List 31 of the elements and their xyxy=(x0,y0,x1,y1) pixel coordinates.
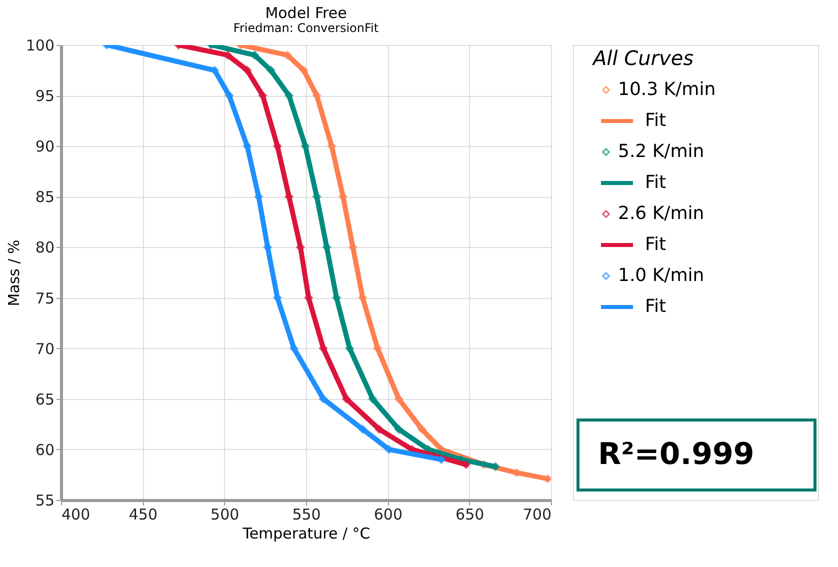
y-tick-label: 80 xyxy=(35,238,54,257)
legend-label: Fit xyxy=(645,234,666,255)
x-tick-label: 400 xyxy=(62,506,90,524)
y-tick-label: 85 xyxy=(35,188,54,206)
y-tick-label: 95 xyxy=(35,87,54,106)
y-axis-title: Mass / % xyxy=(4,240,23,306)
legend-label: 10.3 K/min xyxy=(618,79,716,100)
y-tick-label: 75 xyxy=(35,289,54,308)
legend-label: Fit xyxy=(645,172,666,193)
legend-label: 1.0 K/min xyxy=(618,265,704,286)
x-tick-label: 450 xyxy=(128,506,158,524)
x-tick-label: 500 xyxy=(210,506,240,524)
legend-label: Fit xyxy=(645,110,666,131)
y-tick-label: 100 xyxy=(26,36,54,54)
x-tick-label: 700 xyxy=(522,506,552,524)
x-tick-label: 550 xyxy=(292,506,321,524)
legend-title: All Curves xyxy=(591,46,694,70)
legend-label: 5.2 K/min xyxy=(618,141,704,162)
x-axis-title: Temperature / °C xyxy=(242,524,370,542)
x-tick-label: 600 xyxy=(374,506,402,524)
y-tick-label: 70 xyxy=(35,340,54,358)
legend-label: Fit xyxy=(645,296,666,317)
y-tick-label: 60 xyxy=(35,440,54,459)
chart-title: Model Free xyxy=(265,4,347,22)
legend-label: 2.6 K/min xyxy=(618,203,704,224)
text: R²=0.999 xyxy=(598,437,754,472)
y-tick-label: 65 xyxy=(35,390,54,408)
x-tick-label: 650 xyxy=(456,506,484,524)
y-tick-label: 90 xyxy=(35,138,54,156)
y-tick-label: 55 xyxy=(35,492,54,510)
chart-subtitle: Friedman: ConversionFit xyxy=(233,21,379,35)
